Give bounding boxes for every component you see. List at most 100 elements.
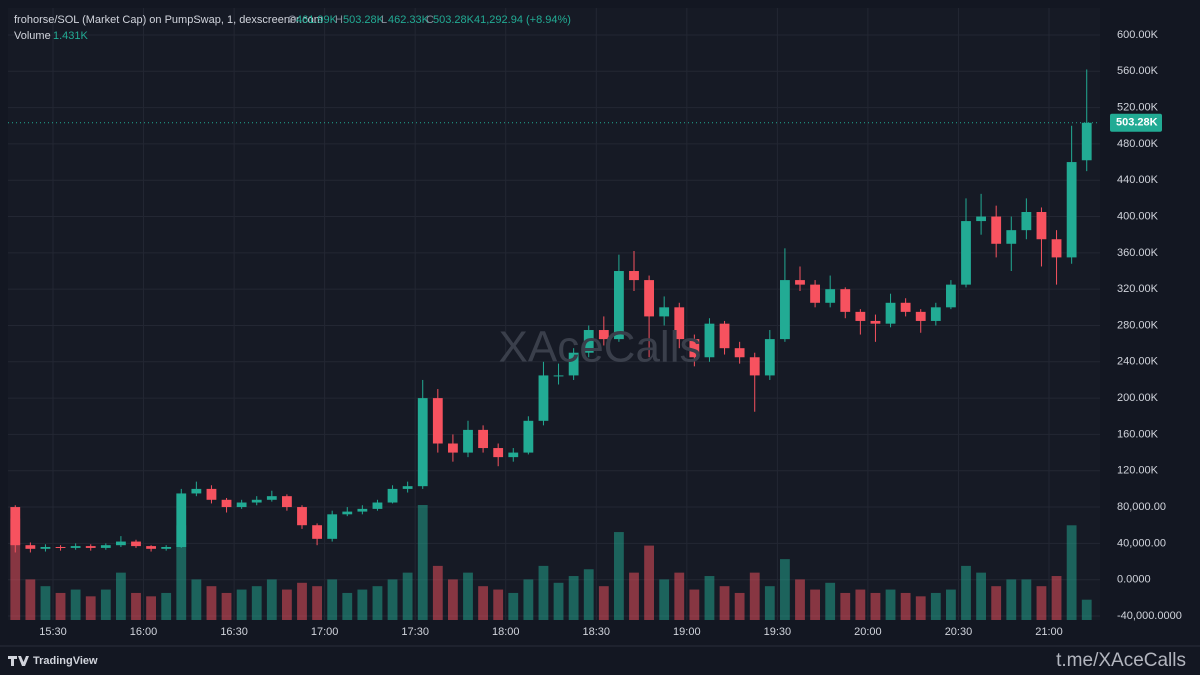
candle-body: [146, 546, 156, 549]
y-tick-label: -40,000.0000: [1117, 610, 1182, 622]
candle-body: [946, 284, 956, 308]
low-label: L: [381, 14, 387, 26]
x-tick-label: 18:30: [583, 626, 611, 638]
volume-bar: [297, 582, 307, 620]
candle-body: [885, 302, 896, 324]
candle-body: [840, 289, 851, 312]
candle-body: [10, 507, 21, 546]
y-tick-label: 40,000.00: [1117, 537, 1166, 549]
y-tick-label: 120.00K: [1117, 465, 1159, 477]
volume-bar: [327, 579, 338, 620]
candle-body: [116, 541, 126, 546]
candle-body: [1006, 230, 1017, 244]
change: 41,292.94 (+8.94%): [474, 14, 571, 26]
y-tick-label: 600.00K: [1117, 29, 1159, 41]
x-tick-label: 16:00: [130, 626, 158, 638]
candle-body: [704, 323, 715, 358]
volume-bar: [100, 589, 111, 620]
volume-bar: [976, 572, 986, 620]
volume-bar: [840, 592, 851, 620]
x-tick-label: 20:30: [945, 626, 973, 638]
volume-bar: [915, 596, 926, 620]
volume-bar: [764, 586, 775, 620]
volume-bar: [508, 592, 519, 620]
y-tick-label: 440.00K: [1117, 174, 1159, 186]
y-tick-label: 360.00K: [1117, 247, 1159, 259]
candle-body: [55, 547, 66, 549]
volume-bar: [659, 579, 670, 620]
candle-body: [176, 493, 187, 548]
candle-body: [523, 420, 534, 453]
x-tick-label: 18:00: [492, 626, 520, 638]
volume-bar: [523, 579, 534, 620]
volume-bar: [538, 565, 549, 620]
volume-bar: [674, 572, 685, 620]
candle-body: [538, 375, 549, 421]
candle-body: [161, 547, 172, 549]
candle-body: [25, 545, 36, 549]
x-tick-label: 17:00: [311, 626, 339, 638]
x-tick-label: 20:00: [854, 626, 882, 638]
candle-body: [387, 488, 398, 503]
volume-bar: [206, 586, 217, 620]
candle-body: [251, 499, 262, 503]
volume-bar: [885, 589, 896, 620]
volume-bar: [357, 589, 368, 620]
candle-body: [100, 545, 111, 548]
x-tick-label: 15:30: [39, 626, 67, 638]
candle-body: [644, 280, 654, 317]
volume-bar: [734, 592, 745, 620]
symbol: frohorse/SOL (Market Cap) on PumpSwap, 1…: [14, 14, 323, 26]
y-tick-label: 160.00K: [1117, 428, 1159, 440]
volume-bar: [312, 586, 322, 620]
volume-bar: [810, 589, 820, 620]
volume-bar: [1021, 579, 1032, 620]
x-tick-label: 16:30: [220, 626, 248, 638]
candle-body: [659, 307, 670, 317]
volume-bar: [568, 576, 579, 620]
volume-bar: [689, 589, 700, 620]
close-label: C: [426, 14, 434, 26]
candle-body: [402, 486, 413, 489]
y-tick-label: 320.00K: [1117, 283, 1159, 295]
x-tick-label: 21:00: [1035, 626, 1063, 638]
volume-bar: [402, 572, 413, 620]
volume-bar: [221, 592, 232, 620]
volume-bar: [236, 589, 247, 620]
y-tick-label: 0.0000: [1117, 574, 1151, 586]
volume-bar: [704, 576, 715, 620]
volume-bar: [387, 579, 398, 620]
watermark: XAceCalls: [499, 323, 702, 372]
candle-body: [1021, 212, 1032, 231]
volume-bar: [266, 579, 277, 620]
volume-bar: [629, 572, 639, 620]
channel-link[interactable]: t.me/XAceCalls: [1056, 650, 1186, 671]
candle-body: [85, 546, 96, 548]
candle-body: [825, 289, 836, 303]
candle-body: [961, 221, 971, 285]
low-value: 462.33K: [388, 14, 430, 26]
volume-bar: [553, 582, 564, 620]
y-tick-label: 240.00K: [1117, 356, 1159, 368]
volume-bar: [10, 518, 21, 620]
volume-bar: [40, 586, 51, 620]
volume-bar: [749, 572, 760, 620]
y-tick-label: 280.00K: [1117, 319, 1159, 331]
volume-bar: [131, 592, 141, 620]
candle-body: [372, 502, 383, 509]
open-label: O: [288, 14, 297, 26]
volume-bar: [780, 559, 790, 620]
volume-bar: [1006, 579, 1017, 620]
volume-bar: [432, 565, 443, 620]
candle-body: [719, 323, 730, 349]
candle-body: [70, 546, 81, 548]
y-tick-label: 480.00K: [1117, 138, 1159, 150]
candle-body: [297, 507, 307, 526]
volume-bar: [342, 592, 353, 620]
volume-bar: [961, 565, 971, 620]
candle-body: [915, 311, 926, 321]
volume-bar: [719, 586, 730, 620]
candle-body: [629, 271, 639, 281]
tradingview-logo[interactable]: TradingView: [33, 655, 98, 667]
last-price-label: 503.28K: [1116, 117, 1158, 129]
